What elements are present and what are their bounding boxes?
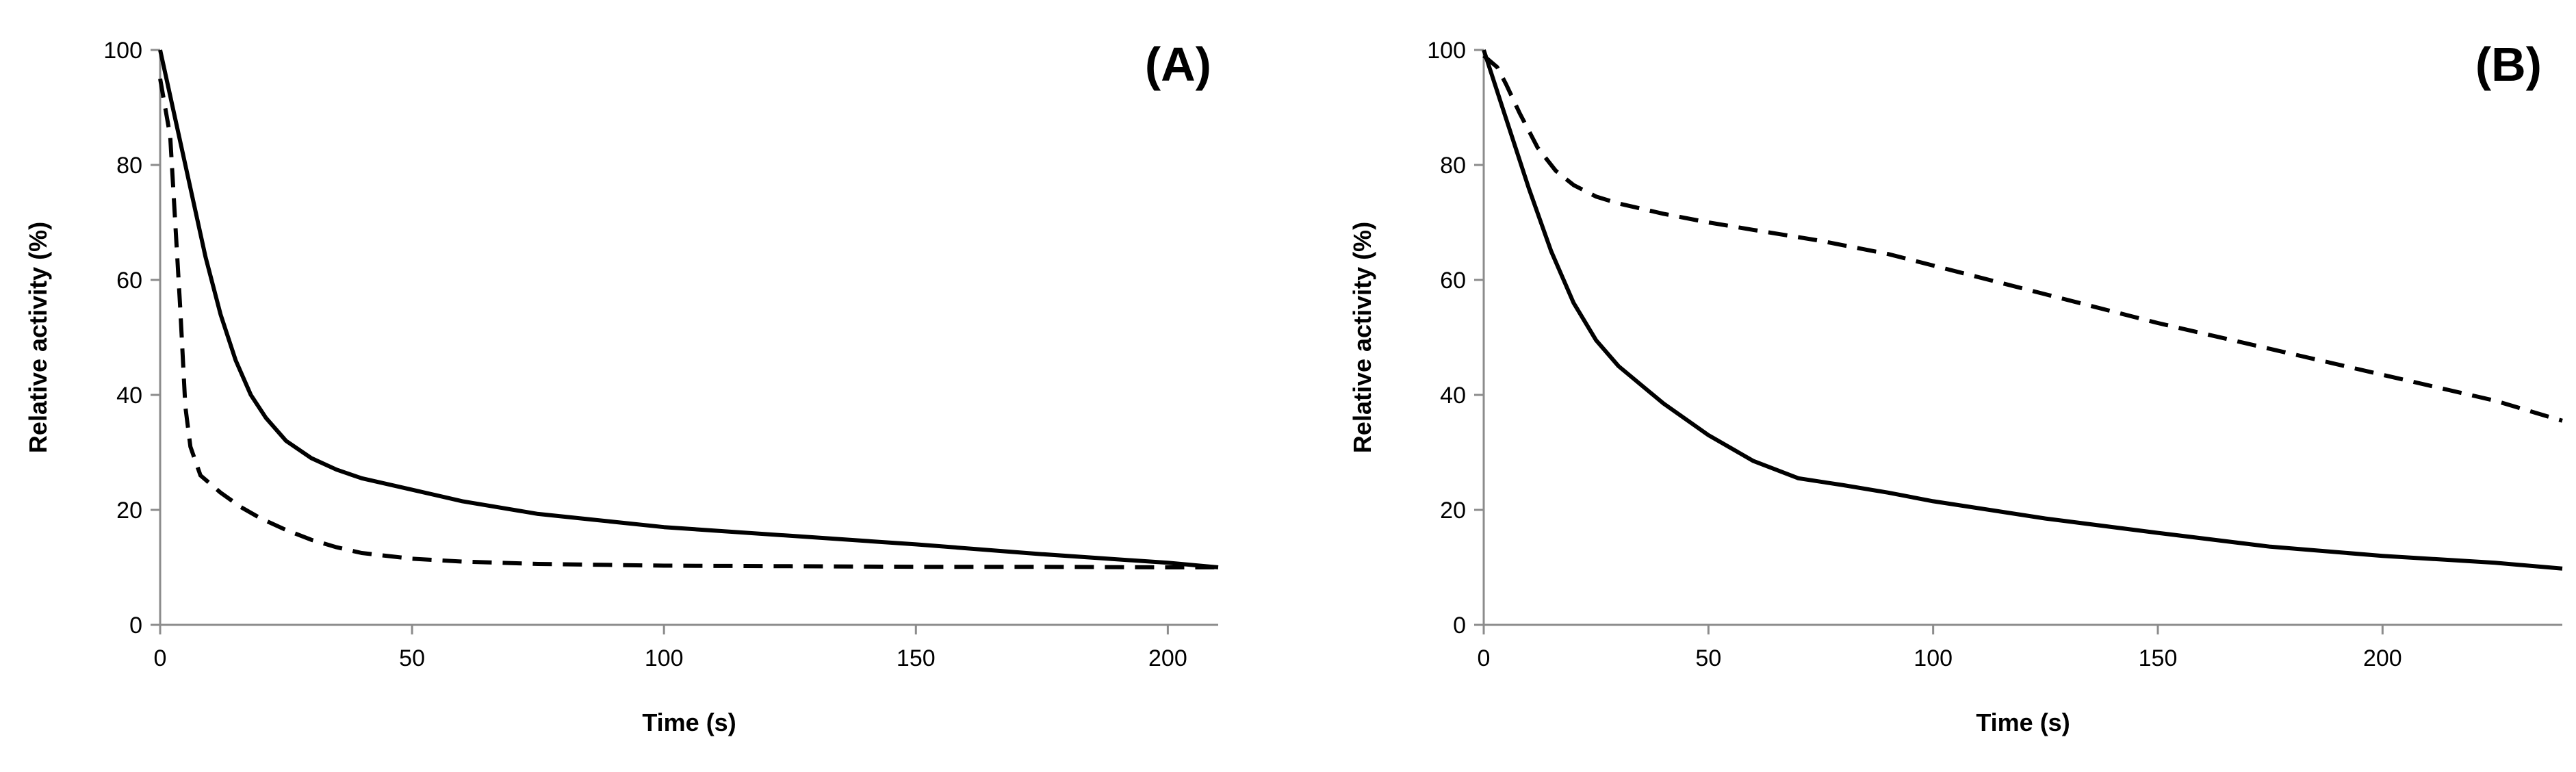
x-tick-label: 50 <box>399 645 425 671</box>
y-tick-label: 60 <box>1440 268 1466 294</box>
panel-b: 0 20 40 60 80 100 0 50 100 150 200 Time (s) Relative… <box>1348 38 2563 736</box>
y-tick-label: 0 <box>1453 613 1466 639</box>
y-tick-label: 0 <box>129 613 142 639</box>
y-tick-label: 80 <box>1440 153 1466 179</box>
y-axis-title: Relative activity (%) <box>1348 222 1376 453</box>
x-axis-title: Time (s) <box>1976 708 2070 736</box>
y-tick-label: 80 <box>116 153 142 179</box>
panel-a: 0 20 40 60 80 100 0 50 100 150 200 Time (s) Relative… <box>24 38 1219 736</box>
x-axis-title: Time (s) <box>642 708 736 736</box>
x-tick-label: 150 <box>897 645 936 671</box>
y-axis-title: Relative activity (%) <box>24 222 52 453</box>
y-tick-label: 100 <box>103 38 142 64</box>
y-tick-label: 20 <box>1440 498 1466 524</box>
y-tick-label: 40 <box>116 383 142 409</box>
x-tick-label: 0 <box>1478 645 1491 671</box>
x-tick-label: 100 <box>1914 645 1953 671</box>
y-tick-label: 40 <box>1440 383 1466 409</box>
x-tick-label: 50 <box>1695 645 1721 671</box>
y-tick-label: 100 <box>1427 38 1466 64</box>
series-line-solid <box>158 49 1219 569</box>
series-line-dashed <box>1482 54 2563 423</box>
panel-label: (A) <box>1145 38 1211 91</box>
series-line-dashed <box>158 78 1218 569</box>
y-tick-label: 60 <box>116 268 142 294</box>
panel-label: (B) <box>2475 38 2542 91</box>
x-tick-label: 200 <box>2363 645 2402 671</box>
x-tick-label: 200 <box>1148 645 1187 671</box>
y-tick-label: 20 <box>116 498 142 524</box>
x-tick-label: 150 <box>2139 645 2178 671</box>
x-tick-label: 0 <box>154 645 167 671</box>
series-line-solid <box>1482 49 2563 571</box>
x-tick-label: 100 <box>645 645 684 671</box>
